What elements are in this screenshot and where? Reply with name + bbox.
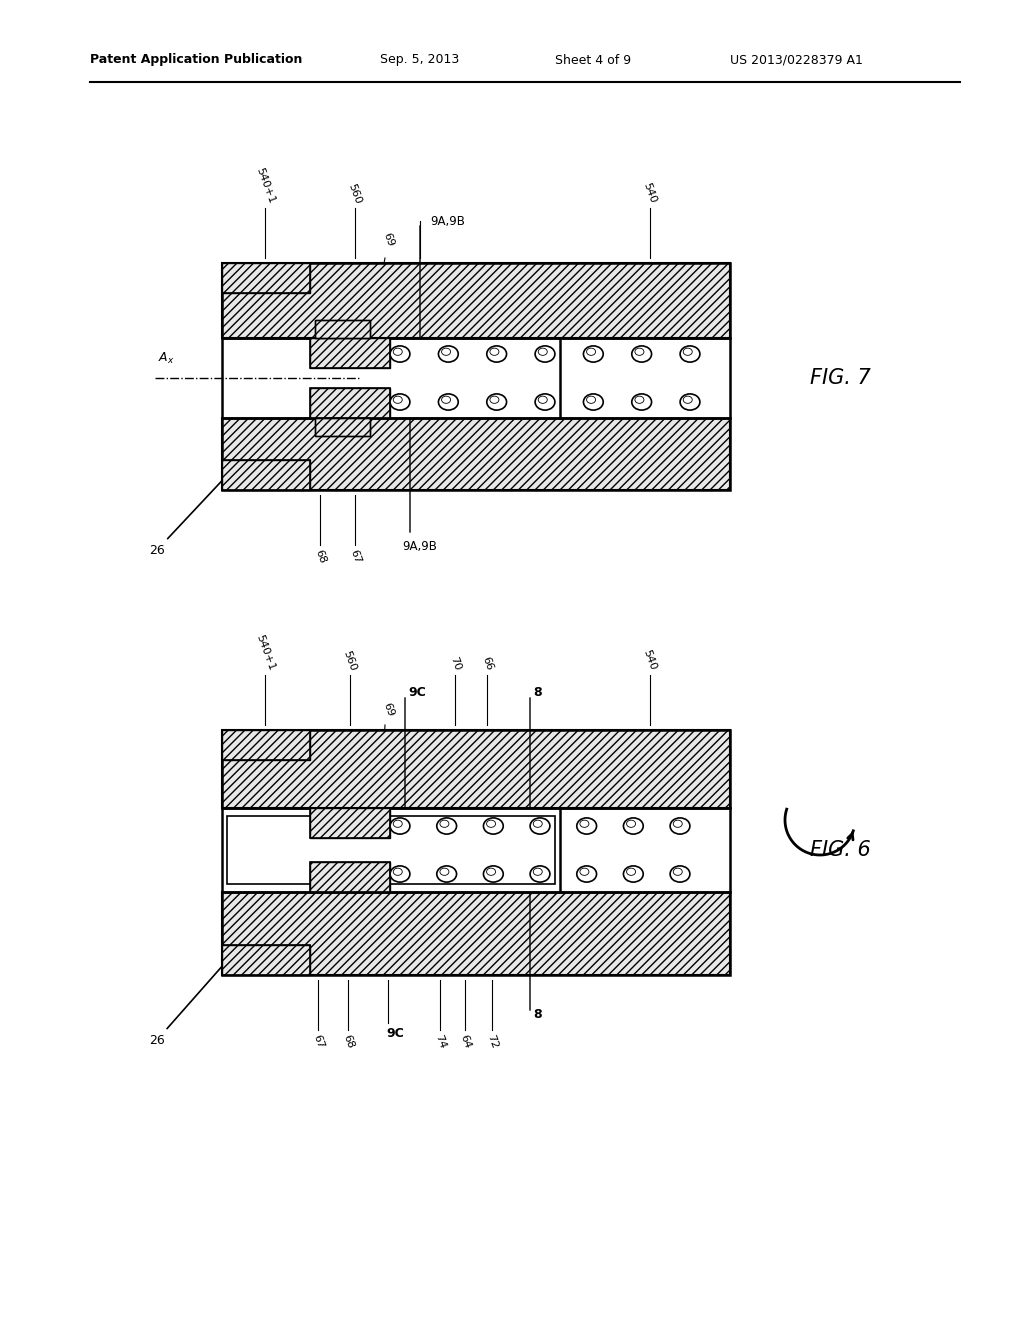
- Text: Sep. 5, 2013: Sep. 5, 2013: [380, 54, 459, 66]
- Text: 62: 62: [242, 843, 257, 857]
- Text: Sheet 4 of 9: Sheet 4 of 9: [555, 54, 631, 66]
- Text: 70: 70: [447, 655, 462, 672]
- Ellipse shape: [670, 866, 690, 882]
- Text: 69: 69: [381, 231, 395, 248]
- Text: $A_x$: $A_x$: [158, 351, 174, 366]
- Bar: [310, 388, 390, 418]
- Ellipse shape: [486, 346, 507, 362]
- Bar: [222, 263, 310, 293]
- Ellipse shape: [438, 393, 458, 411]
- Bar: [310, 808, 390, 838]
- Ellipse shape: [437, 818, 457, 834]
- Text: 540+1: 540+1: [254, 166, 276, 205]
- Text: 64: 64: [458, 1034, 472, 1049]
- Text: Patent Application Publication: Patent Application Publication: [90, 54, 302, 66]
- Bar: [222, 730, 310, 760]
- Bar: [222, 263, 730, 338]
- Bar: [222, 945, 310, 975]
- Ellipse shape: [577, 866, 597, 882]
- Bar: [222, 338, 730, 418]
- Bar: [227, 816, 555, 884]
- Ellipse shape: [437, 866, 457, 882]
- Text: FIG. 6: FIG. 6: [810, 840, 870, 861]
- Text: 540: 540: [642, 648, 658, 672]
- Ellipse shape: [584, 393, 603, 411]
- Bar: [310, 808, 390, 838]
- Text: 74: 74: [433, 1034, 447, 1049]
- Bar: [315, 319, 370, 338]
- Text: FIG. 7: FIG. 7: [810, 368, 870, 388]
- Bar: [222, 945, 310, 975]
- Bar: [310, 338, 390, 368]
- Ellipse shape: [390, 866, 410, 882]
- Text: 9A,9B: 9A,9B: [430, 214, 465, 227]
- Bar: [222, 263, 730, 338]
- Text: 67: 67: [311, 1034, 325, 1049]
- Bar: [222, 459, 310, 490]
- Text: 67: 67: [348, 548, 362, 565]
- Ellipse shape: [486, 393, 507, 411]
- Ellipse shape: [680, 346, 699, 362]
- Bar: [315, 418, 370, 436]
- Ellipse shape: [530, 818, 550, 834]
- Text: 68: 68: [341, 1034, 355, 1049]
- Bar: [222, 418, 730, 490]
- Ellipse shape: [438, 346, 458, 362]
- Ellipse shape: [536, 393, 555, 411]
- Bar: [222, 418, 730, 490]
- Ellipse shape: [624, 818, 643, 834]
- Ellipse shape: [584, 346, 603, 362]
- Text: 26: 26: [150, 474, 228, 557]
- Text: 8: 8: [534, 1008, 542, 1022]
- Text: 560: 560: [342, 649, 358, 672]
- Text: 540: 540: [642, 182, 658, 205]
- Text: 8: 8: [534, 685, 542, 698]
- Text: 9C: 9C: [408, 685, 426, 698]
- Ellipse shape: [670, 818, 690, 834]
- Text: 26: 26: [150, 958, 229, 1047]
- Ellipse shape: [624, 866, 643, 882]
- Text: 540+1: 540+1: [254, 634, 276, 672]
- Text: 560: 560: [347, 182, 364, 205]
- Ellipse shape: [483, 866, 503, 882]
- Bar: [222, 808, 730, 892]
- Bar: [222, 459, 310, 490]
- Bar: [222, 730, 310, 760]
- Bar: [310, 862, 390, 892]
- Text: 69: 69: [381, 701, 395, 718]
- Ellipse shape: [632, 346, 651, 362]
- Bar: [222, 892, 730, 975]
- Ellipse shape: [390, 393, 410, 411]
- Bar: [310, 388, 390, 418]
- Text: US 2013/0228379 A1: US 2013/0228379 A1: [730, 54, 863, 66]
- Ellipse shape: [632, 393, 651, 411]
- Text: 72: 72: [485, 1034, 499, 1049]
- Ellipse shape: [577, 818, 597, 834]
- Text: 9A,9B: 9A,9B: [402, 540, 437, 553]
- Ellipse shape: [390, 346, 410, 362]
- Text: 66: 66: [480, 656, 495, 672]
- Bar: [222, 730, 730, 808]
- Text: 68: 68: [313, 548, 327, 565]
- Ellipse shape: [536, 346, 555, 362]
- Bar: [222, 892, 730, 975]
- Bar: [310, 862, 390, 892]
- Ellipse shape: [680, 393, 699, 411]
- Bar: [222, 263, 310, 293]
- Bar: [315, 319, 370, 338]
- Ellipse shape: [530, 866, 550, 882]
- Bar: [310, 338, 390, 368]
- Bar: [315, 418, 370, 436]
- Bar: [222, 730, 730, 808]
- Ellipse shape: [483, 818, 503, 834]
- Ellipse shape: [390, 818, 410, 834]
- Text: 9C: 9C: [386, 1027, 403, 1040]
